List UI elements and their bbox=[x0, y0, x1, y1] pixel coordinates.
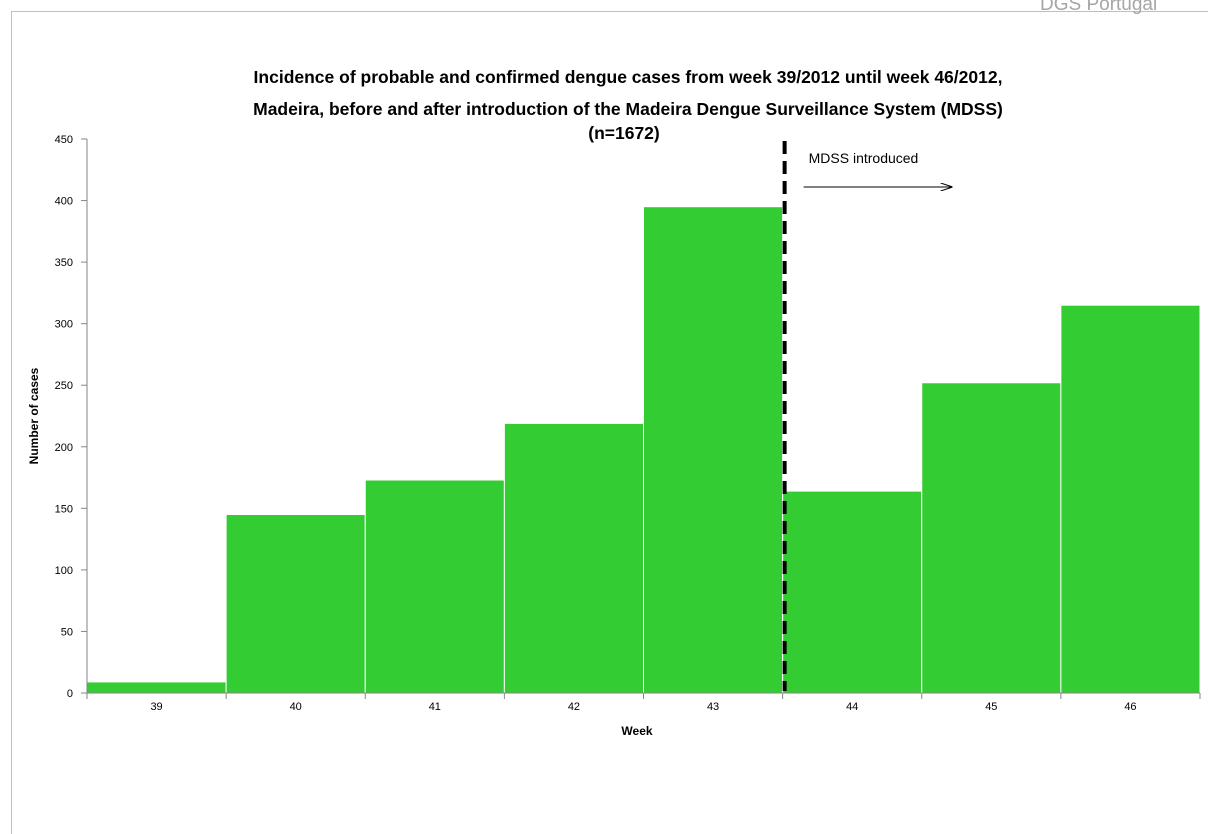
x-tick-label: 46 bbox=[1124, 701, 1136, 713]
bar-week-43 bbox=[643, 206, 784, 694]
y-tick-label: 450 bbox=[55, 134, 73, 146]
chart-title-line-2: Madeira, before and after introduction o… bbox=[253, 99, 1003, 119]
annotation-label: MDSS introduced bbox=[809, 150, 919, 166]
x-tick-label: 39 bbox=[150, 701, 162, 713]
y-tick-label: 0 bbox=[67, 688, 73, 700]
y-tick-label: 400 bbox=[55, 196, 73, 208]
bar-week-42 bbox=[503, 422, 644, 694]
y-tick-label: 150 bbox=[55, 503, 73, 515]
x-tick-label: 44 bbox=[846, 701, 858, 713]
chart-frame bbox=[11, 11, 1208, 834]
y-tick-label: 350 bbox=[55, 257, 73, 269]
x-tick-label: 45 bbox=[985, 701, 997, 713]
y-tick-label: 300 bbox=[55, 319, 73, 331]
chart-title-line-3: (n=1672) bbox=[588, 123, 660, 143]
source-label: DGS Portugal bbox=[1040, 0, 1158, 15]
annotation-group: MDSS introduced bbox=[782, 141, 952, 691]
y-tick-label: 100 bbox=[55, 565, 73, 577]
bar-week-45 bbox=[921, 382, 1062, 694]
x-tick-label: 40 bbox=[290, 701, 302, 713]
bars-group bbox=[86, 206, 1201, 694]
bar-week-40 bbox=[225, 513, 366, 694]
bar-week-44 bbox=[782, 490, 923, 694]
y-tick-label: 50 bbox=[61, 626, 73, 638]
x-tick-label: 41 bbox=[429, 701, 441, 713]
y-tick-label: 200 bbox=[55, 442, 73, 454]
bar-week-46 bbox=[1060, 304, 1201, 694]
y-tick-label: 250 bbox=[55, 380, 73, 392]
y-axis-label: Number of cases bbox=[27, 367, 41, 464]
x-tick-label: 43 bbox=[707, 701, 719, 713]
axes-group: 0 50 100 150 200 250 300 350 400 450 39 40 41 42 43 44 4… bbox=[55, 134, 1201, 713]
x-axis-label: Week bbox=[621, 724, 652, 738]
chart-title-line-1: Incidence of probable and confirmed deng… bbox=[254, 67, 1003, 87]
x-tick-label: 42 bbox=[568, 701, 580, 713]
bar-week-39 bbox=[86, 681, 227, 694]
bar-week-41 bbox=[364, 479, 505, 694]
